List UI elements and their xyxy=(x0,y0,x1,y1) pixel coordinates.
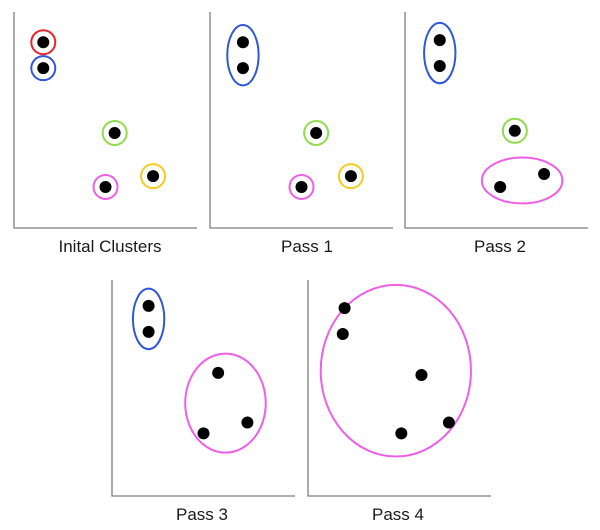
data-point xyxy=(433,60,446,72)
data-point xyxy=(433,34,446,47)
data-point xyxy=(336,328,349,340)
panel-pass-4: Pass 4 xyxy=(307,280,491,524)
data-points xyxy=(433,34,551,193)
data-point xyxy=(494,180,507,193)
cluster-outline-green xyxy=(501,117,528,144)
data-point xyxy=(37,62,50,75)
cluster-outline-green xyxy=(303,119,330,146)
data-point xyxy=(197,427,210,440)
data-point xyxy=(99,180,112,193)
data-point xyxy=(442,416,455,429)
data-point xyxy=(241,416,254,429)
data-point xyxy=(338,302,351,315)
data-point xyxy=(415,369,428,382)
cluster-outlines xyxy=(319,283,472,458)
data-point xyxy=(344,170,357,183)
data-point xyxy=(236,36,249,49)
panel-caption: Pass 3 xyxy=(176,505,228,524)
cluster-outline-magenta xyxy=(184,352,267,454)
panel-initial-clusters: Inital Clusters xyxy=(13,12,197,256)
panel-pass-2: Pass 2 xyxy=(404,12,588,256)
panel-axes xyxy=(13,12,197,229)
data-point xyxy=(538,168,551,180)
cluster-outline-blue xyxy=(226,24,260,87)
panel-pass-1: Pass 1 xyxy=(209,12,393,256)
cluster-outline-magenta xyxy=(288,173,315,200)
cluster-outline-magenta xyxy=(92,173,119,200)
cluster-outline-green xyxy=(101,119,128,146)
cluster-outlines xyxy=(30,29,167,200)
panel-pass-3: Pass 3 xyxy=(111,280,295,524)
panel-axes xyxy=(209,12,393,229)
cluster-outline-magenta xyxy=(480,156,564,205)
cluster-outline-magenta xyxy=(319,283,472,458)
cluster-outline-red xyxy=(30,29,57,56)
data-point xyxy=(147,170,160,183)
data-point xyxy=(236,62,249,75)
data-point xyxy=(37,36,50,49)
cluster-outlines xyxy=(131,287,267,454)
data-point xyxy=(108,126,121,139)
data-point xyxy=(395,427,408,440)
panel-caption: Pass 1 xyxy=(281,237,333,256)
cluster-outlines xyxy=(226,24,364,200)
cluster-outline-blue xyxy=(423,21,457,85)
cluster-outlines xyxy=(423,21,564,205)
panel-caption: Pass 2 xyxy=(474,237,526,256)
panel-caption: Pass 4 xyxy=(372,505,424,524)
data-points xyxy=(37,36,160,193)
data-point xyxy=(142,299,155,312)
data-points xyxy=(336,302,455,440)
cluster-outline-blue xyxy=(30,55,57,82)
data-points xyxy=(142,299,254,440)
data-point xyxy=(142,325,155,338)
data-point xyxy=(310,126,323,139)
panel-caption: Inital Clusters xyxy=(59,237,162,256)
cluster-outline-yellow xyxy=(337,163,364,190)
panel-axes xyxy=(404,12,588,229)
data-point xyxy=(212,366,225,379)
cluster-outline-yellow xyxy=(140,163,167,190)
data-point xyxy=(508,124,521,137)
data-point xyxy=(295,180,308,193)
panel-axes xyxy=(111,280,295,497)
data-points xyxy=(236,36,357,193)
cluster-outline-blue xyxy=(131,287,166,351)
panel-axes xyxy=(307,280,491,497)
